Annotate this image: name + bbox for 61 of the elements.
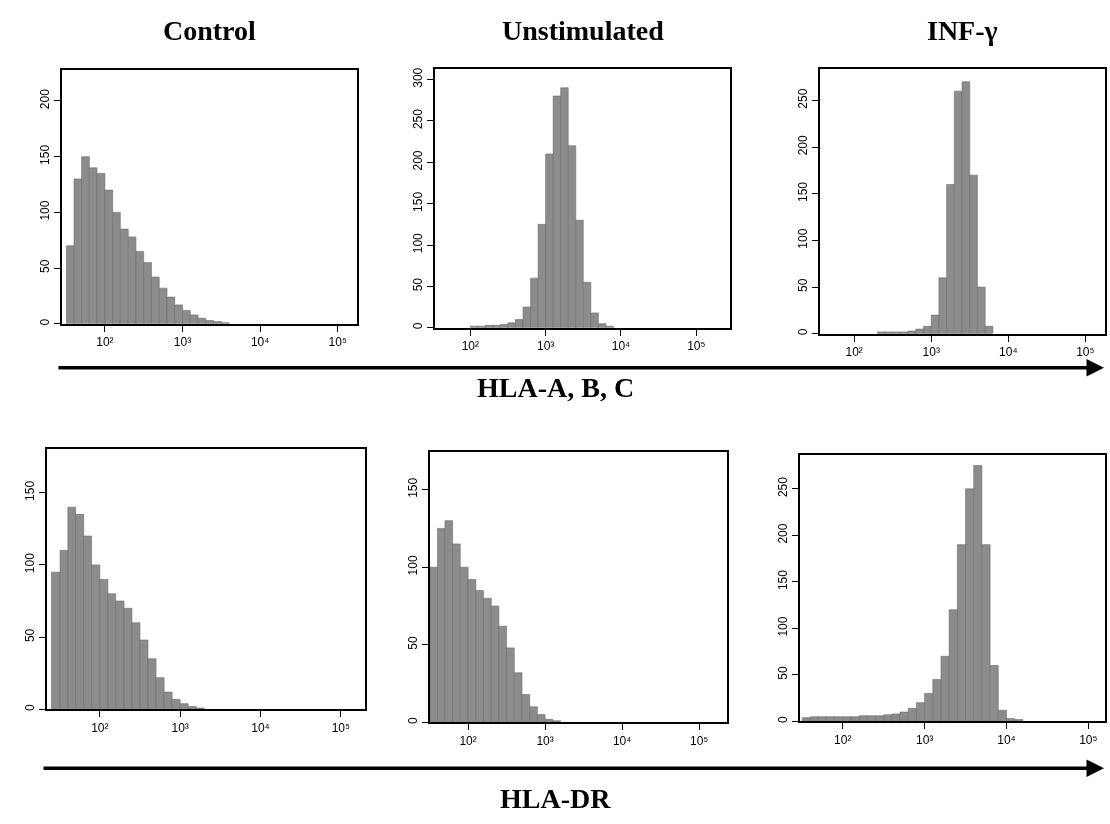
x-tick-label: 10⁴ [250,334,270,349]
x-tick-label: 10² [91,720,109,735]
y-tick-label: 50 [406,635,421,650]
chart-title: INF-γ [927,15,998,46]
x-tick-label: 10⁵ [328,334,347,349]
chart-title: Unstimulated [502,15,665,46]
y-tick-label: 150 [776,569,791,591]
y-tick-label: 150 [411,191,426,212]
x-tick-label: 10⁴ [999,344,1018,359]
x-tick-label: 10³ [915,732,934,747]
y-tick-label: 250 [411,108,426,130]
y-tick-label: 100 [38,200,53,221]
y-tick-label: 150 [38,144,53,165]
chart-title: Control [163,15,257,46]
x-tick-label: 10⁴ [997,732,1016,747]
x-tick-label: 10⁵ [689,733,709,748]
y-tick-label: 200 [796,135,811,156]
y-tick-label: 0 [38,318,53,326]
y-tick-label: 100 [776,616,791,637]
y-tick-label: 200 [776,523,791,544]
x-tick-label: 10⁵ [331,720,350,735]
y-tick-label: 100 [411,232,426,254]
y-tick-label: 100 [406,555,421,576]
x-tick-label: 10³ [922,344,940,359]
y-tick-label: 0 [411,322,426,330]
y-tick-label: 50 [776,666,791,680]
y-tick-label: 150 [796,181,811,203]
x-tick-label: 10² [459,733,477,748]
y-tick-label: 0 [23,703,38,711]
x-tick-label: 10² [845,344,863,359]
x-tick-label: 10⁴ [251,720,270,735]
x-tick-label: 10² [834,732,852,747]
x-tick-label: 10³ [171,720,189,735]
x-tick-label: 10² [461,338,479,353]
x-tick-label: 10⁴ [611,338,631,353]
x-tick-label: 10³ [536,338,555,353]
x-axis-title: HLA-A, B, C [477,372,635,403]
y-tick-label: 200 [411,150,426,171]
x-tick-label: 10⁴ [612,733,632,748]
y-tick-label: 0 [406,716,421,724]
y-tick-label: 250 [776,476,791,498]
y-tick-label: 0 [776,715,791,723]
y-tick-label: 0 [796,328,811,336]
y-tick-label: 250 [796,88,811,109]
y-tick-label: 300 [411,67,426,88]
y-tick-label: 100 [796,228,811,249]
x-tick-label: 10⁵ [687,338,706,353]
y-tick-label: 50 [796,278,811,292]
y-tick-label: 150 [406,477,421,498]
y-tick-label: 200 [38,88,53,110]
y-tick-label: 50 [411,277,426,292]
y-tick-label: 150 [23,480,38,501]
x-tick-label: 10⁵ [1076,344,1095,359]
y-tick-label: 50 [38,259,53,273]
x-tick-label: 10⁵ [1079,732,1098,747]
y-tick-label: 100 [23,552,38,574]
x-tick-label: 10³ [173,334,192,349]
y-tick-label: 50 [23,628,38,643]
x-axis-title: HLA-DR [500,783,612,814]
x-tick-label: 10² [96,334,114,349]
x-tick-label: 10³ [536,733,554,748]
